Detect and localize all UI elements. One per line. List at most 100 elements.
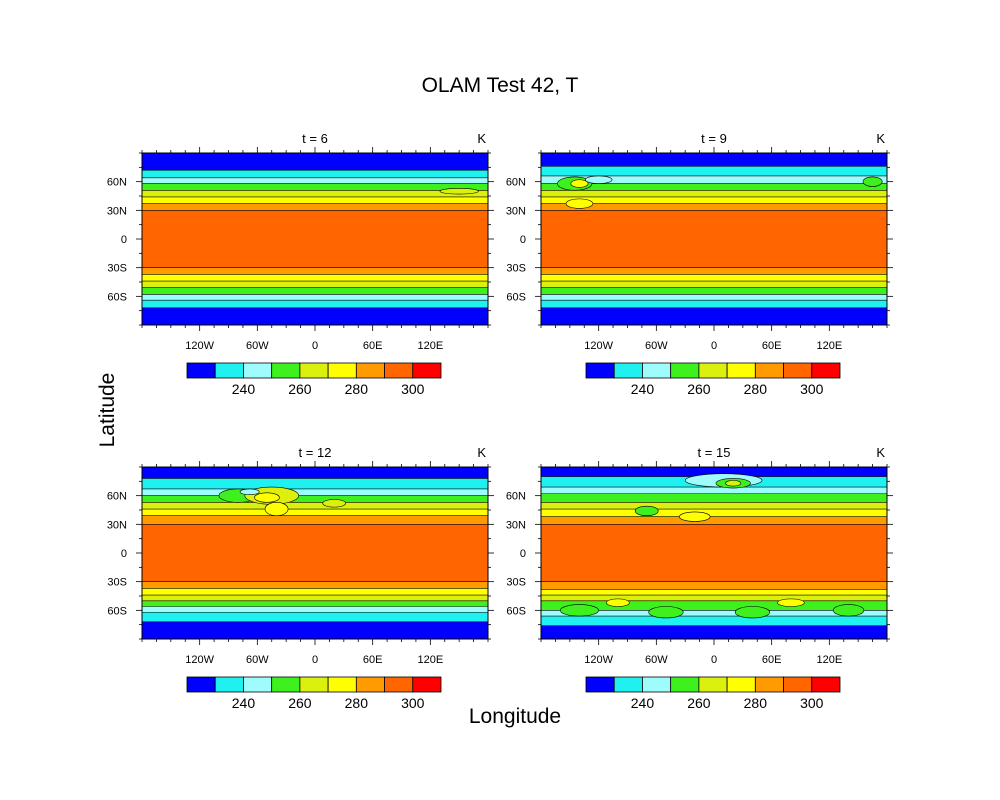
colorbar-label: 300 [800,381,824,397]
temperature-band-8 [142,210,488,268]
x-tick-label: 60W [246,654,269,666]
temperature-band-12 [142,287,488,295]
temperature-band-13 [541,610,887,617]
colorbar-label: 240 [631,381,655,397]
y-tick-label: 60N [107,177,127,189]
colorbar-swatch [783,676,813,693]
colorbar-label: 260 [687,695,711,711]
colorbar-swatch [613,676,643,693]
temperature-band-2 [541,166,887,176]
colorbar-swatch [754,362,784,379]
colorbar-swatch [698,362,728,379]
y-tick-label: 0 [121,548,127,560]
colorbar-swatch [186,362,216,379]
colorbar-swatch [642,362,672,379]
temperature-band-11 [541,595,887,601]
colorbar-swatch [642,676,672,693]
x-tick-label: 60W [246,340,269,352]
y-tick-label: 60N [506,177,526,189]
temperature-band-7 [142,515,488,525]
colorbar-label: 260 [687,381,711,397]
colorbar-swatch [384,362,414,379]
eddy-5 [679,511,711,522]
temperature-band-2 [142,478,488,489]
temperature-band-10 [142,588,488,596]
temperature-band-5 [541,190,887,197]
temperature-band-10 [541,274,887,282]
eddy-3 [584,175,613,184]
temperature-band-7 [541,516,887,525]
temperature-band-1 [142,467,488,479]
contour-panel-2: 120W 60W 0 60E 120E 60N 30N 0 30S 60S t = 9 K 240 260… [506,131,893,397]
panel-title: t = 9 [701,131,727,146]
colorbar-swatch [299,676,329,693]
colorbar-swatch [243,362,273,379]
colorbar-swatch [327,676,357,693]
colorbar-swatch [243,676,273,693]
x-tick-label: 120W [584,654,613,666]
x-tick-label: 60W [645,340,668,352]
x-tick-label: 120W [185,340,214,352]
contour-fills [142,153,488,325]
y-tick-label: 60N [107,491,127,503]
x-tick-label: 60E [762,654,782,666]
colorbar-label: 300 [401,381,425,397]
colorbar-swatch [186,676,216,693]
panel-units: K [876,131,885,146]
temperature-band-4 [541,183,887,191]
colorbar-swatch [327,362,357,379]
colorbar: 240 260 280 300 [585,362,841,397]
x-tick-label: 0 [711,340,717,352]
y-tick-label: 60S [107,605,127,617]
colorbar: 240 260 280 300 [186,362,442,397]
temperature-band-3 [541,487,887,494]
y-tick-label: 30N [107,519,127,531]
x-tick-label: 120W [584,340,613,352]
colorbar-swatch [698,676,728,693]
eddy-4 [264,502,289,517]
colorbar-label: 260 [288,695,312,711]
temperature-band-8 [541,524,887,582]
temperature-band-6 [541,509,887,517]
y-tick-label: 30S [506,577,526,589]
temperature-band-5 [142,502,488,510]
temperature-band-10 [541,589,887,596]
panel-units: K [477,445,486,460]
temperature-band-3 [142,488,488,496]
y-tick-label: 30S [107,577,127,589]
colorbar-swatch [355,362,385,379]
contour-panel-1: 120W 60W 0 60E 120E 60N 30N 0 30S 60S t = 6 K 240 260… [107,131,494,397]
x-tick-label: 120E [417,654,443,666]
eddy-1 [439,188,479,195]
temperature-band-4 [541,493,887,503]
colorbar-swatch [811,676,841,693]
temperature-band-12 [541,287,887,295]
eddy-8 [734,606,771,619]
contour-fills [541,153,887,325]
contour-panel-4: 120W 60W 0 60E 120E 60N 30N 0 30S 60S t = 15 K 240 26… [506,445,893,711]
colorbar-swatch [726,362,756,379]
temperature-band-15 [541,307,887,325]
y-tick-label: 60N [506,491,526,503]
temperature-band-7 [142,203,488,211]
temperature-band-3 [142,177,488,184]
colorbar-swatch [355,676,385,693]
x-tick-label: 0 [711,654,717,666]
temperature-band-9 [142,267,488,275]
y-tick-label: 30S [506,263,526,275]
eddy-5 [239,488,260,496]
panel-units: K [477,131,486,146]
y-tick-label: 30N [107,205,127,217]
eddy-6 [322,499,347,508]
contour-fills [142,467,488,639]
colorbar-swatch [670,362,700,379]
temperature-band-11 [142,281,488,288]
temperature-band-15 [142,307,488,325]
colorbar-swatch [585,362,615,379]
x-tick-label: 60W [645,654,668,666]
eddy-3 [725,480,742,487]
temperature-band-9 [541,581,887,590]
contour-panel-3: 120W 60W 0 60E 120E 60N 30N 0 30S 60S t = 12 K 240 26… [107,445,494,711]
x-tick-label: 120E [816,340,842,352]
eddy-9 [832,604,865,617]
